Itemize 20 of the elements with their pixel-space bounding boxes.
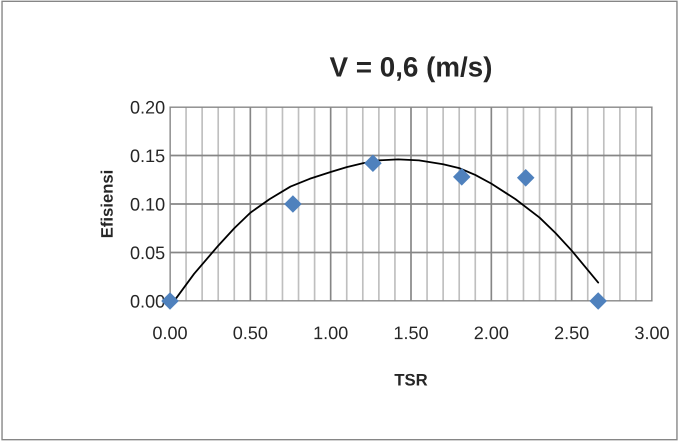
y-tick-label: 0.00 bbox=[130, 294, 164, 308]
x-tick-label: 0.50 bbox=[233, 326, 268, 340]
x-tick-label: 3.00 bbox=[635, 326, 669, 340]
x-tick-label: 1.00 bbox=[314, 326, 348, 340]
y-tick-label: 0.20 bbox=[130, 100, 164, 114]
point bbox=[589, 292, 607, 310]
y-tick-label: 0.15 bbox=[130, 149, 164, 162]
point bbox=[364, 154, 382, 172]
x-tick-label: 0.00 bbox=[153, 326, 187, 340]
x-axis-title: TSR bbox=[394, 374, 428, 386]
y-tick-label: 0.05 bbox=[130, 246, 164, 260]
point bbox=[516, 169, 534, 187]
x-tick-label: 1.50 bbox=[394, 326, 428, 340]
point bbox=[284, 195, 302, 213]
point bbox=[452, 168, 471, 186]
x-tick-label: 2.50 bbox=[555, 326, 589, 340]
y-tick-label: 0.10 bbox=[130, 198, 164, 211]
x-tick-label: 2.00 bbox=[474, 326, 508, 340]
chart-title: V = 0,6 (m/s) bbox=[330, 56, 492, 82]
y-axis-title: Efisiensi bbox=[100, 170, 113, 238]
